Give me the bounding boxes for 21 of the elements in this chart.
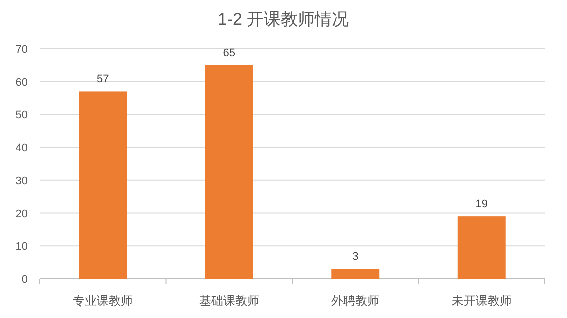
x-tick-label: 外聘教师 [332,294,380,308]
y-tick-label: 40 [16,142,28,155]
x-tick-label: 基础课教师 [199,294,260,308]
chart-title: 1-2 开课教师情况 [218,10,350,29]
y-tick-label: 50 [16,110,28,122]
data-label: 19 [476,198,488,211]
y-tick-label: 30 [16,175,28,188]
bar [458,216,506,279]
data-label: 57 [97,74,110,86]
y-tick-label: 10 [16,241,28,254]
y-tick-label: 20 [16,208,28,220]
x-tick-label: 专业课教师 [73,294,134,308]
y-tick-label: 70 [16,44,28,56]
bar [79,92,128,279]
x-tick-label: 未开课教师 [452,294,512,308]
bar [332,269,380,279]
bar [205,65,254,279]
data-label: 3 [352,251,359,264]
y-tick-label: 0 [22,274,28,286]
data-label: 65 [223,47,236,60]
y-tick-label: 60 [16,76,28,89]
